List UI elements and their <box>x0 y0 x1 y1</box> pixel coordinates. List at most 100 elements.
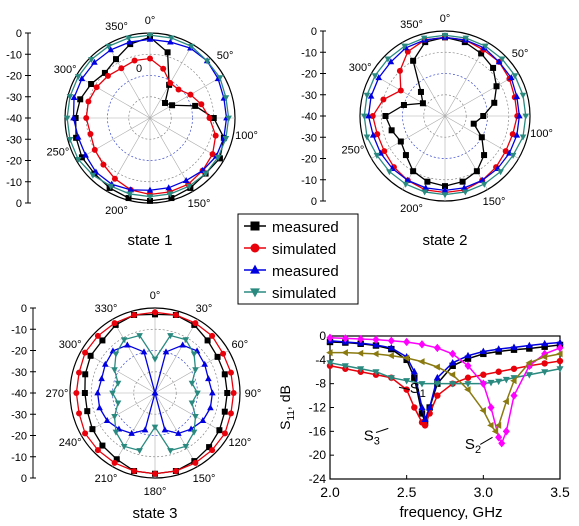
s11-data-point <box>556 338 564 346</box>
polar-data-point <box>511 73 519 80</box>
s11-data-point <box>434 392 441 399</box>
s11-data-point <box>510 343 518 350</box>
polar-data-point <box>88 56 95 63</box>
angle-label: 50° <box>512 48 529 60</box>
angle-label: 300° <box>59 339 82 351</box>
s11-data-point <box>541 339 549 347</box>
x-tick-label: 3.5 <box>550 484 570 500</box>
polar-data-point <box>182 443 190 450</box>
polar-data-point <box>222 135 230 142</box>
radial-tick-label: 0 <box>16 198 22 210</box>
polar-data-point <box>151 389 159 396</box>
polar-data-point <box>424 178 431 185</box>
annotation-leader <box>398 386 410 391</box>
polar-data-point <box>167 80 174 87</box>
y-tick-label: -24 <box>309 472 327 486</box>
polar-data-point <box>94 447 101 454</box>
angle-label: 270° <box>46 388 69 400</box>
radial-tick-label: -10 <box>6 177 22 189</box>
polar-data-point <box>82 151 89 158</box>
y-axis-label-main: S <box>277 420 293 429</box>
radial-tick-label: 0 <box>311 196 317 208</box>
polar-data-point <box>167 38 174 45</box>
polar-data-point <box>401 43 408 50</box>
panel-caption: state 2 <box>422 232 467 249</box>
legend-marker <box>250 264 260 274</box>
polar-data-point <box>498 56 506 63</box>
curve-annotation-main: S <box>364 427 374 444</box>
polar-data-point <box>66 137 74 144</box>
polar-data-point <box>78 75 86 82</box>
polar-data-point <box>82 349 89 356</box>
polar-data-point <box>507 74 515 81</box>
polar-data-point <box>214 353 221 360</box>
polar-plot-state-3: 0 -10 -20 -30 -40 -30 -20 -10 0 0° 30° 60° 90° 120° 15… <box>11 290 261 522</box>
s11-data-point <box>411 404 418 411</box>
polar-data-point <box>146 32 154 39</box>
polar-data-point <box>192 320 199 327</box>
s11-data-point <box>433 343 441 353</box>
s11-data-point <box>448 371 456 379</box>
polar-data-point <box>78 154 85 161</box>
polar-data-point <box>172 312 179 319</box>
s11-data-point <box>433 381 441 388</box>
polar-data-point <box>363 134 371 141</box>
polar-data-point <box>125 35 132 42</box>
s11-data-point <box>403 386 410 393</box>
polar-extra-label: 0 <box>136 63 142 75</box>
polar-grid-spoke <box>76 117 151 161</box>
polar-data-point <box>81 390 88 396</box>
polar-data-point <box>124 341 131 348</box>
polar-data-point <box>509 152 517 159</box>
polar-grid-spoke <box>444 73 519 117</box>
polar-data-point <box>87 130 94 137</box>
polar-data-point <box>99 337 106 344</box>
polar-data-point <box>146 194 154 201</box>
polar-data-point <box>209 447 216 454</box>
polar-data-point <box>146 35 154 42</box>
y-tick-label: -12 <box>309 401 327 415</box>
radial-tick-label: -10 <box>11 452 27 464</box>
polar-data-point <box>480 113 487 119</box>
polar-data-point <box>207 404 214 411</box>
polar-data-point <box>365 112 372 119</box>
polar-data-point <box>459 178 466 185</box>
s11-data-point <box>464 374 472 381</box>
polar-data-point <box>169 102 176 109</box>
polar-data-point <box>382 113 389 119</box>
polar-data-point <box>83 115 90 121</box>
polar-data-point <box>222 95 230 102</box>
angle-label: 100° <box>530 128 553 140</box>
y-axis-label-sub: 11 <box>286 410 297 421</box>
polar-data-point <box>126 191 133 198</box>
legend-label: simulated <box>272 241 336 258</box>
polar-data-point <box>162 99 169 106</box>
curve-annotation-sub: 2 <box>475 444 481 456</box>
polar-data-point <box>516 112 523 119</box>
s11-frequency-plot: 0 -4 -8 -12 -16 -20 -242.0 2.5 3.0 3.5 frequency, … <box>277 329 570 521</box>
s11-data-point <box>418 340 426 349</box>
s11-data-point <box>556 350 563 358</box>
s11-data-point <box>510 391 518 400</box>
radial-tick-label: -30 <box>6 92 22 104</box>
x-tick-label: 3.0 <box>474 484 494 500</box>
s11-series-line <box>330 351 561 433</box>
angle-label: 240° <box>59 437 82 449</box>
polar-data-point <box>188 380 196 387</box>
polar-data-point <box>136 333 143 340</box>
polar-data-point <box>404 176 412 183</box>
polar-data-point <box>112 429 120 436</box>
polar-data-point <box>101 69 108 76</box>
curve-annotation: S1 <box>410 380 426 400</box>
polar-data-point <box>131 467 138 474</box>
polar-data-point <box>216 155 223 162</box>
s11-data-point <box>487 421 494 429</box>
s11-data-point <box>491 427 499 435</box>
polar-data-point <box>493 83 500 90</box>
s11-data-point <box>402 354 410 362</box>
polar-data-point <box>519 92 527 99</box>
polar-data-point <box>136 448 143 455</box>
polar-data-point <box>85 98 92 105</box>
s11-data-point <box>326 360 334 367</box>
polar-data-point <box>167 333 174 340</box>
